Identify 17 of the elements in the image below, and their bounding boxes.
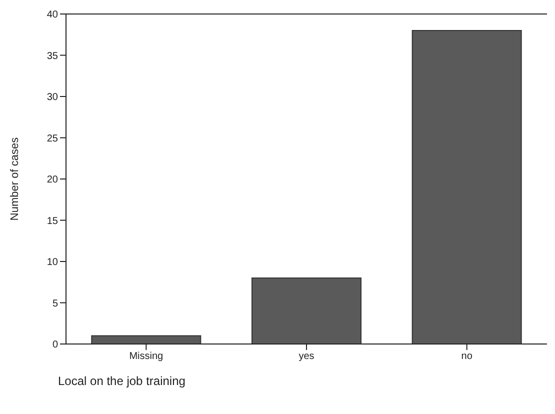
- bar: [91, 335, 202, 344]
- x-tick-label: yes: [298, 351, 314, 362]
- x-axis-title: Local on the job training: [58, 374, 186, 388]
- y-tick-label: 25: [46, 133, 58, 144]
- y-tick-label: 20: [46, 174, 58, 186]
- x-tick-label: no: [461, 351, 473, 362]
- y-tick-label: 15: [46, 216, 58, 227]
- y-axis-title: Number of cases: [8, 136, 21, 221]
- y-tick-label: 0: [52, 340, 58, 351]
- x-tick-label: Missing: [129, 351, 164, 362]
- y-tick-label: 30: [46, 92, 58, 104]
- y-tick-label: 40: [46, 10, 58, 21]
- y-tick-label: 10: [46, 257, 58, 268]
- y-tick-label: 5: [52, 298, 58, 310]
- bar: [251, 278, 362, 344]
- y-tick-label: 35: [46, 50, 58, 62]
- bar: [412, 30, 522, 344]
